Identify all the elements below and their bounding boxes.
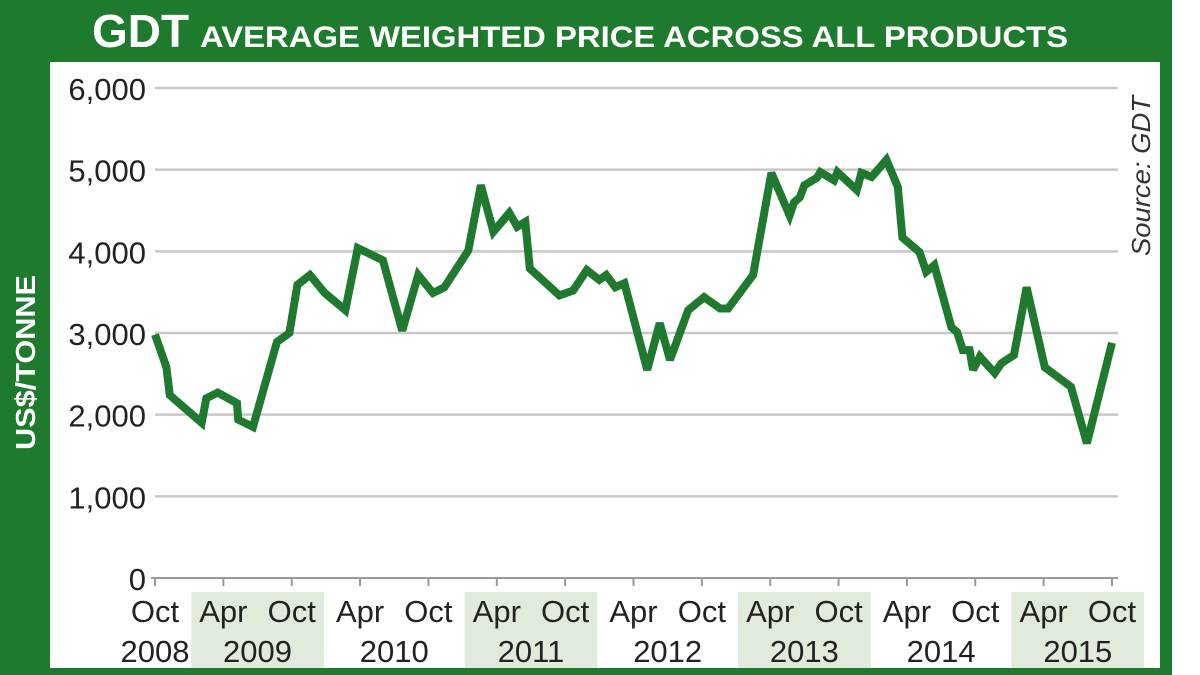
x-tick-label: Apr	[1020, 594, 1068, 629]
y-axis-ticks: 0 1,000 2,000 3,000 4,000 5,000 6,000	[68, 72, 146, 597]
y-tick-label: 3,000	[68, 317, 146, 352]
y-tick-label: 2,000	[68, 399, 146, 434]
frame	[0, 0, 1172, 675]
bottom-border	[0, 668, 1172, 675]
x-year-label: 2011	[498, 634, 565, 669]
x-year-label: 2015	[1043, 634, 1112, 669]
x-tick-label: Oct	[951, 594, 1000, 629]
x-year-label: 2010	[360, 634, 429, 669]
y-axis-label: US$/TONNE	[10, 275, 41, 450]
x-tick-label: Oct	[404, 594, 453, 629]
x-tick-label: Apr	[199, 594, 247, 629]
x-tick-label: Oct	[814, 594, 863, 629]
x-tick-label: Apr	[883, 594, 931, 629]
x-year-label: 2012	[633, 634, 702, 669]
year-band-2011	[464, 592, 598, 668]
series	[151, 152, 1116, 445]
x-tick-label: Oct	[678, 594, 727, 629]
year-bands	[191, 592, 1145, 668]
x-year-label: 2014	[907, 634, 976, 669]
x-tick-label: Oct	[1088, 594, 1137, 629]
y-tick-label: 1,000	[68, 480, 146, 515]
year-band-2015	[1011, 592, 1145, 668]
source-note: Source: GDT	[1126, 94, 1156, 256]
chart-title: AVERAGE WEIGHTED PRICE ACROSS ALL PRODUC…	[200, 21, 1068, 54]
x-tick-label: Apr	[473, 594, 521, 629]
gridlines	[155, 86, 1118, 498]
x-tick-label: Apr	[336, 594, 384, 629]
x-tick-label: Oct	[541, 594, 590, 629]
x-axis: Oct Apr Oct Apr Oct Apr Oct Apr Oct Apr Oct Apr Oct A…	[121, 577, 1137, 669]
x-year-label: 2009	[223, 634, 292, 669]
x-tick-label: Apr	[609, 594, 657, 629]
x-tick-label: Oct	[268, 594, 317, 629]
x-tick-label: Apr	[746, 594, 794, 629]
year-band-2009	[191, 592, 324, 668]
x-tick-label: Oct	[131, 594, 180, 629]
y-tick-label: 0	[129, 562, 146, 597]
right-border	[1160, 0, 1172, 675]
x-year-label: 2008	[121, 634, 190, 669]
y-tick-label: 6,000	[68, 72, 146, 107]
y-tick-label: 5,000	[68, 154, 146, 189]
left-strip	[0, 0, 50, 675]
title-bar	[0, 0, 1172, 62]
x-year-label: 2013	[770, 634, 839, 669]
year-band-2013	[738, 592, 871, 668]
y-tick-label: 4,000	[68, 235, 146, 270]
chart-title-brand: GDT	[92, 5, 189, 57]
